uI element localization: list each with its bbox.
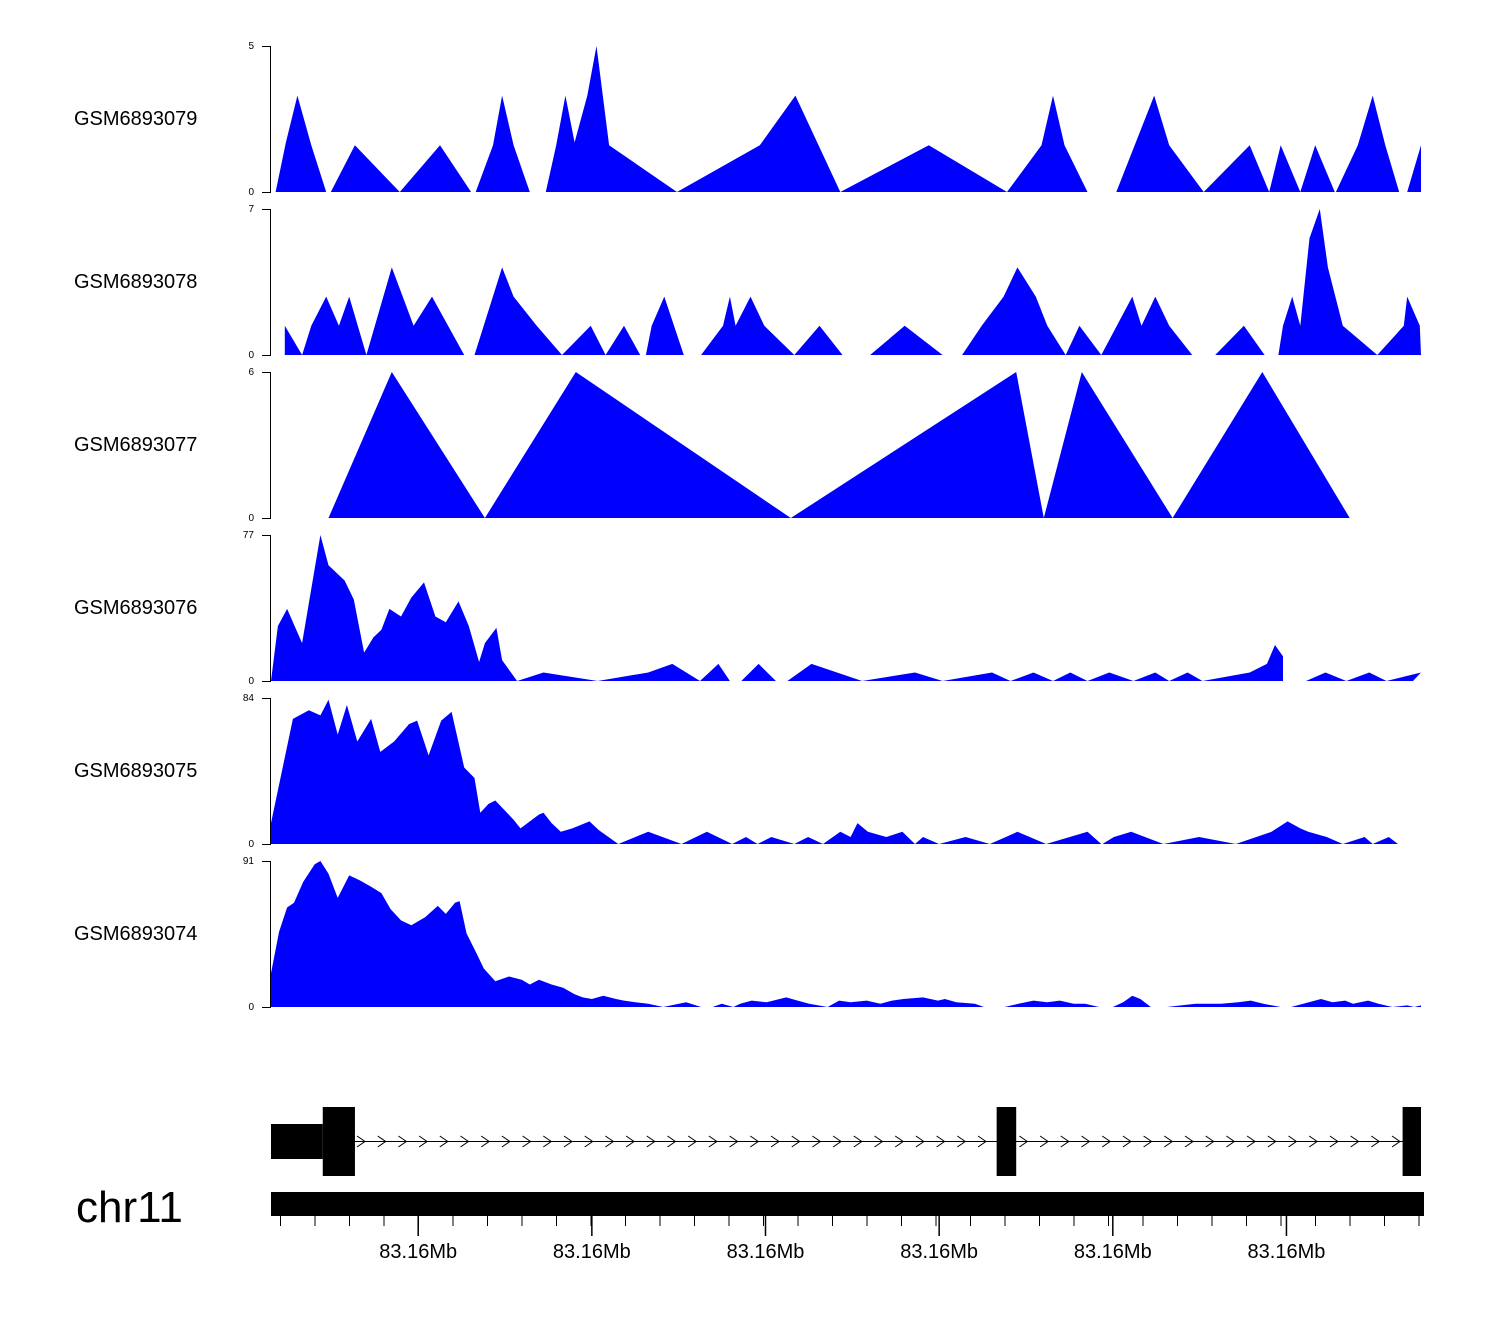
gene-model-track	[271, 1107, 1421, 1176]
strand-arrow	[625, 1135, 635, 1148]
strand-arrow	[646, 1135, 656, 1148]
strand-arrow	[522, 1135, 532, 1148]
strand-arrow	[1371, 1135, 1381, 1148]
strand-arrow	[1164, 1135, 1174, 1148]
strand-arrow	[894, 1135, 905, 1148]
coverage-area	[271, 699, 1421, 844]
y-tick-label-max: 6	[248, 367, 254, 378]
strand-arrow	[543, 1135, 553, 1148]
chromosome-bar	[271, 1192, 1424, 1216]
strand-arrow	[1391, 1135, 1401, 1148]
strand-arrow	[977, 1135, 987, 1148]
strand-arrow	[1350, 1135, 1360, 1148]
y-tick-label-zero: 0	[248, 676, 254, 687]
coverage-area	[328, 372, 1350, 518]
strand-arrow	[1060, 1135, 1070, 1148]
strand-arrow	[915, 1135, 925, 1148]
track-label: GSM6893074	[74, 923, 197, 945]
chromosome-axis: chr11 83.16Mb 83.16Mb 83.16Mb 83.16Mb 83.16M…	[76, 1183, 1424, 1263]
strand-arrow	[1101, 1135, 1112, 1148]
y-tick-label-zero: 0	[248, 350, 254, 361]
strand-arrow	[708, 1135, 718, 1148]
utr-block	[271, 1124, 323, 1159]
coverage-area	[284, 209, 1421, 355]
strand-arrow	[1329, 1135, 1339, 1148]
strand-arrow	[480, 1135, 491, 1148]
track-GSM6893077: GSM6893077 6 0	[74, 367, 1350, 524]
strand-arrow	[398, 1135, 408, 1148]
x-tick-label: 83.16Mb	[727, 1241, 805, 1263]
strand-arrow	[667, 1135, 677, 1148]
track-label: GSM6893078	[74, 271, 197, 293]
strand-arrow	[1246, 1135, 1256, 1148]
strand-arrow	[439, 1135, 449, 1148]
y-tick-label-zero: 0	[248, 1002, 254, 1013]
strand-arrow	[1288, 1135, 1298, 1148]
strand-arrow	[1143, 1135, 1153, 1148]
chromosome-label: chr11	[76, 1183, 183, 1232]
exon-block	[1402, 1107, 1421, 1176]
strand-arrow	[1081, 1135, 1091, 1148]
exon-block	[996, 1107, 1017, 1176]
coverage-area	[271, 861, 1421, 1007]
coverage-tracks: GSM689307950GSM689307870GSM689307760GSM6…	[74, 41, 1422, 1013]
strand-arrow	[770, 1135, 780, 1148]
strand-arrow	[832, 1135, 842, 1148]
strand-arrow	[1308, 1135, 1319, 1148]
strand-arrow	[853, 1135, 863, 1148]
strand-arrow	[1205, 1135, 1215, 1148]
y-tick-label-max: 84	[243, 693, 255, 704]
y-tick-label-max: 7	[248, 204, 254, 215]
track-GSM6893076: GSM6893076 77 0	[74, 530, 1421, 687]
strand-arrow	[501, 1135, 511, 1148]
exon-block	[322, 1107, 355, 1176]
strand-arrow	[936, 1135, 946, 1148]
strand-arrow	[957, 1135, 967, 1148]
strand-arrow	[812, 1135, 822, 1148]
strand-arrow	[1226, 1135, 1236, 1148]
coverage-area	[275, 46, 1422, 192]
track-GSM6893075: GSM6893075 84 0	[74, 693, 1421, 850]
strand-arrow	[750, 1135, 760, 1148]
y-tick-label-max: 5	[248, 41, 254, 52]
strand-arrow	[791, 1135, 801, 1148]
strand-arrow	[460, 1135, 470, 1148]
strand-arrow	[874, 1135, 884, 1148]
strand-arrow	[563, 1135, 573, 1148]
y-tick-label-zero: 0	[248, 513, 254, 524]
strand-arrow	[687, 1135, 698, 1148]
strand-arrow	[356, 1135, 366, 1148]
track-GSM6893074: GSM6893074 91 0	[74, 856, 1421, 1013]
strand-arrow	[1019, 1135, 1029, 1148]
strand-arrow	[418, 1135, 428, 1148]
x-tick-label: 83.16Mb	[1074, 1241, 1152, 1263]
y-tick-label-zero: 0	[248, 839, 254, 850]
strand-arrow	[377, 1135, 387, 1148]
y-tick-label-zero: 0	[248, 187, 254, 198]
track-label: GSM6893079	[74, 108, 197, 130]
track-GSM6893079: GSM6893079 5 0	[74, 41, 1422, 198]
track-label: GSM6893075	[74, 760, 197, 782]
strand-arrow	[605, 1135, 615, 1148]
track-label: GSM6893076	[74, 597, 197, 619]
x-tick-label: 83.16Mb	[1248, 1241, 1326, 1263]
track-GSM6893078: GSM6893078 7 0	[74, 204, 1421, 361]
strand-arrow	[1122, 1135, 1132, 1148]
strand-arrow	[1184, 1135, 1194, 1148]
strand-arrow	[1267, 1135, 1277, 1148]
x-tick-label: 83.16Mb	[379, 1241, 457, 1263]
strand-arrow	[584, 1135, 594, 1148]
x-tick-label: 83.16Mb	[553, 1241, 631, 1263]
y-tick-label-max: 77	[243, 530, 255, 541]
track-label: GSM6893077	[74, 434, 197, 456]
x-tick-label: 83.16Mb	[900, 1241, 978, 1263]
strand-arrow	[729, 1135, 739, 1148]
coverage-area	[271, 535, 1421, 681]
y-tick-label-max: 91	[243, 856, 255, 867]
strand-arrow	[1039, 1135, 1049, 1148]
